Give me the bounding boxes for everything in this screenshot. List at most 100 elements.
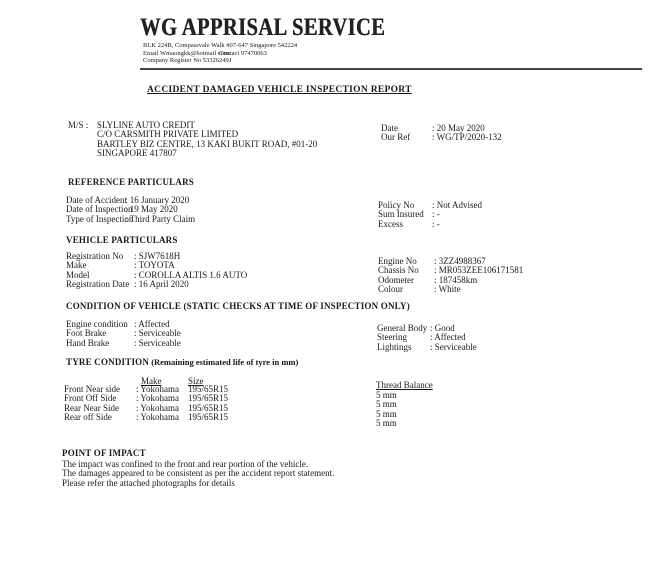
impact-text: The impact was confined to the front and… bbox=[62, 459, 335, 488]
tyre-size: 195/65R15 bbox=[188, 402, 229, 413]
field-value: : Good bbox=[430, 323, 455, 333]
company-logo: WG APPRISAL SERVICE bbox=[140, 14, 386, 41]
condition-right-labels: General Body Steering Lightings bbox=[377, 323, 428, 352]
reference-left-values: : 16 January 2020 : 19 May 2020 : Third … bbox=[125, 195, 196, 224]
ref-label: Our Ref bbox=[381, 132, 411, 143]
tyre-sizes: 195/65R15 195/65R15 195/65R15 195/65R15 bbox=[188, 384, 229, 422]
field-value: : - bbox=[432, 218, 440, 229]
field-value: : Third Party Claim bbox=[125, 213, 196, 224]
condition-heading: CONDITION OF VEHICLE (STATIC CHECKS AT T… bbox=[66, 301, 410, 311]
meta-values: : 20 May 2020 : WG/TP/2020-132 bbox=[432, 123, 502, 143]
company-email: Email Wmaongkk@hotmail com bbox=[143, 49, 230, 57]
vehicle-heading: VEHICLE PARTICULARS bbox=[66, 235, 178, 245]
field-label: Foot Brake bbox=[66, 328, 107, 339]
field-label: Registration No bbox=[66, 251, 124, 261]
field-value: : Serviceable bbox=[134, 337, 181, 348]
header-divider bbox=[140, 68, 642, 70]
company-register: Company Register No 53326249J bbox=[143, 57, 232, 64]
field-label: Engine condition bbox=[66, 319, 128, 329]
tyre-size: 195/65R15 bbox=[188, 411, 229, 422]
tyre-position: Front Near side bbox=[64, 384, 120, 394]
addressee-line: SINGAPORE 417807 bbox=[97, 147, 177, 158]
field-value: : Serviceable bbox=[430, 341, 477, 352]
addressee-line: SLYLINE AUTO CREDIT bbox=[97, 120, 195, 130]
field-label: Make bbox=[66, 260, 87, 271]
field-value: : COROLLA ALTIS 1.6 AUTO bbox=[134, 269, 248, 280]
tyre-size: 195/65R15 bbox=[188, 393, 229, 404]
tyre-heading-bold: TYRE CONDITION bbox=[66, 357, 150, 367]
field-value: : Not Advised bbox=[432, 200, 483, 210]
field-label: Hand Brake bbox=[66, 337, 110, 348]
condition-right-values: : Good : Affected : Serviceable bbox=[430, 323, 477, 352]
field-label: Registration Date bbox=[66, 278, 130, 289]
vehicle-right-labels: Engine No Chassis No Odometer Colour bbox=[378, 256, 419, 294]
impact-line: The damages appeared to be consistent as… bbox=[62, 468, 335, 479]
tyre-make-header: Make bbox=[141, 376, 162, 386]
thread-value: 5 mm bbox=[376, 408, 397, 419]
field-value: : - bbox=[432, 209, 440, 220]
field-label: Sum Insured bbox=[378, 209, 424, 220]
reference-left-labels: Date of Accident Date of Inspection Type… bbox=[66, 195, 134, 224]
addressee-block: SLYLINE AUTO CREDIT C/O CARSMITH PRIVATE… bbox=[97, 120, 318, 158]
field-label: Policy No bbox=[378, 200, 415, 210]
addressee-label: M/S : bbox=[68, 120, 89, 130]
field-label: Type of Inspection bbox=[66, 213, 134, 224]
field-value: : 187458km bbox=[434, 274, 478, 285]
tyre-makes: : Yokohama : Yokohama : Yokohama : Yokoh… bbox=[136, 384, 180, 422]
ref-value: : WG/TP/2020-132 bbox=[432, 132, 502, 143]
reference-right-labels: Policy No Sum Insured Excess bbox=[378, 200, 424, 229]
vehicle-left-labels: Registration No Make Model Registration … bbox=[66, 251, 130, 289]
reference-right-values: : Not Advised : - : - bbox=[432, 200, 483, 229]
field-value: : 16 April 2020 bbox=[134, 278, 189, 289]
impact-heading: POINT OF IMPACT bbox=[62, 448, 146, 458]
tyre-size: 195/65R15 bbox=[188, 384, 229, 394]
field-value: : Affected bbox=[134, 319, 170, 329]
report-title: ACCIDENT DAMAGED VEHICLE INSPECTION REPO… bbox=[147, 85, 412, 95]
impact-line: The impact was confined to the front and… bbox=[62, 459, 309, 469]
field-label: Model bbox=[66, 269, 90, 280]
date-value: : 20 May 2020 bbox=[432, 123, 485, 133]
condition-left-labels: Engine condition Foot Brake Hand Brake bbox=[66, 319, 128, 348]
addressee-line: BARTLEY BIZ CENTRE, 13 KAKI BUKIT ROAD, … bbox=[97, 138, 318, 149]
field-value: : Affected bbox=[430, 332, 466, 343]
vehicle-right-values: : 3ZZ4988367 : MR053ZEE106171581 : 18745… bbox=[434, 256, 524, 294]
field-value: : 3ZZ4988367 bbox=[434, 256, 486, 266]
tyre-position: Rear off Side bbox=[64, 411, 112, 422]
thread-value: 5 mm bbox=[376, 399, 397, 410]
field-value: : 16 January 2020 bbox=[125, 195, 190, 205]
field-label: Lightings bbox=[377, 341, 412, 352]
tyre-make: : Yokohama bbox=[136, 411, 180, 422]
tyre-position: Rear Near Side bbox=[64, 402, 119, 413]
field-label: Date of Inspection bbox=[66, 204, 133, 215]
field-value: : MR053ZEE106171581 bbox=[434, 265, 524, 276]
field-label: Engine No bbox=[378, 256, 417, 266]
field-label: Steering bbox=[377, 332, 407, 343]
tyre-heading-note: (Remaining estimated life of tyre in mm) bbox=[149, 357, 299, 367]
reference-heading: REFERENCE PARTICULARS bbox=[68, 177, 194, 187]
tyre-make: : Yokohama bbox=[136, 393, 180, 404]
field-label: Odometer bbox=[378, 274, 414, 285]
meta-labels: Date Our Ref bbox=[381, 123, 411, 143]
tyre-positions: Front Near side Front Off Side Rear Near… bbox=[64, 384, 120, 422]
tyre-make: : Yokohama bbox=[136, 384, 180, 394]
date-label: Date bbox=[381, 123, 398, 133]
field-value: : White bbox=[434, 283, 461, 294]
vehicle-left-values: : SJW7618H : TOYOTA : COROLLA ALTIS 1.6 … bbox=[134, 251, 248, 289]
impact-line: Please refer the attached photographs fo… bbox=[62, 477, 235, 488]
company-contact: Contact 97470063 bbox=[219, 50, 267, 57]
company-address: BLK 224B, Compassvale Walk #07-647 Singa… bbox=[143, 42, 298, 49]
thread-value: 5 mm bbox=[376, 417, 397, 428]
tyre-position: Front Off Side bbox=[64, 393, 117, 404]
field-value: : 19 May 2020 bbox=[125, 204, 178, 215]
field-value: : SJW7618H bbox=[134, 251, 181, 261]
tyre-make: : Yokohama bbox=[136, 402, 180, 413]
condition-left-values: : Affected : Serviceable : Serviceable bbox=[134, 319, 181, 348]
thread-values: 5 mm 5 mm 5 mm 5 mm bbox=[376, 390, 397, 428]
field-label: General Body bbox=[377, 323, 428, 333]
thread-balance-header: Thread Balance bbox=[376, 380, 433, 390]
field-label: Colour bbox=[378, 283, 404, 294]
field-value: : TOYOTA bbox=[134, 260, 175, 271]
tyre-size-header: Size bbox=[188, 376, 204, 386]
field-label: Date of Accident bbox=[66, 195, 127, 205]
tyre-heading: TYRE CONDITION (Remaining estimated life… bbox=[66, 357, 299, 367]
